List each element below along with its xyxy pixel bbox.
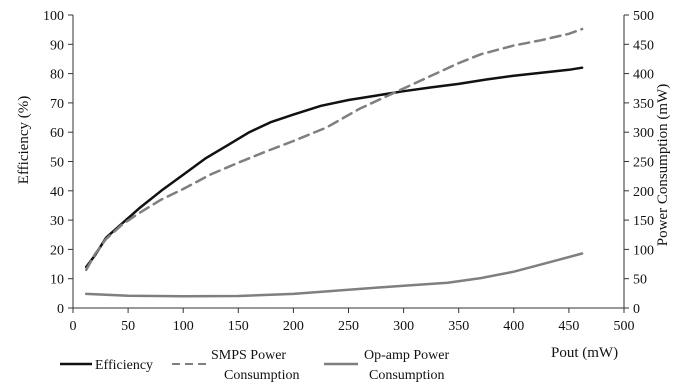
- y-left-tick-label: 20: [50, 243, 64, 258]
- series-smps-power: [84, 27, 584, 272]
- y-left-tick-label: 70: [50, 97, 64, 112]
- y-right-tick-label: 0: [633, 302, 640, 317]
- legend-label-smps-line-1: SMPS Power: [211, 348, 286, 363]
- x-tick-label: 200: [283, 319, 304, 334]
- y-left-tick-label: 60: [50, 126, 64, 141]
- y-right-tick-label: 500: [633, 9, 654, 24]
- y-right-tick-label: 200: [633, 185, 654, 200]
- tick-layer: 0 50 100 150 200 250 300 350 400 450 5000102030405…: [43, 9, 654, 334]
- y-right-tick-label: 100: [633, 243, 654, 258]
- legend-label-smps-line-2: Consumption: [224, 368, 299, 383]
- plot-area: 0 50 100 150 200 250 300 350 400 450 5000102030405…: [43, 9, 654, 334]
- series-opamp-power: [84, 252, 584, 298]
- y-left-tick-label: 100: [43, 9, 64, 24]
- x-tick-label: 150: [228, 319, 249, 334]
- x-tick-label: 300: [393, 319, 414, 334]
- y-left-tick-label: 30: [50, 214, 64, 229]
- y-right-tick-label: 300: [633, 126, 654, 141]
- y-left-tick-label: 10: [50, 273, 64, 288]
- y-right-tick-label: 400: [633, 68, 654, 83]
- y-right-tick-label: 450: [633, 38, 654, 53]
- y-right-tick-label: 50: [633, 273, 647, 288]
- series-efficiency: [84, 66, 584, 269]
- legend-label-efficiency: Efficiency: [95, 358, 153, 373]
- y-left-tick-label: 40: [50, 185, 64, 200]
- x-tick-label: 50: [121, 319, 135, 334]
- y-right-tick-label: 250: [633, 156, 654, 171]
- legend: Efficiency SMPS Power Consumption Op-amp…: [60, 348, 449, 383]
- x-tick-label: 500: [614, 319, 635, 334]
- x-tick-label: 100: [173, 319, 194, 334]
- series-layer: [84, 27, 584, 298]
- x-tick-label: 450: [558, 319, 579, 334]
- y-left-tick-label: 90: [50, 38, 64, 53]
- y-axis-title-left: Efficiency (%): [16, 96, 32, 184]
- y-right-tick-label: 350: [633, 97, 654, 112]
- legend-label-opamp-line-1: Op-amp Power: [364, 348, 449, 363]
- y-left-tick-label: 50: [50, 156, 64, 171]
- legend-label-opamp-line-2: Consumption: [369, 368, 444, 383]
- y-axis-title-right: Power Consumption (mW): [655, 84, 671, 247]
- y-left-tick-label: 0: [57, 302, 64, 317]
- x-tick-label: 0: [70, 319, 77, 334]
- x-tick-label: 400: [503, 319, 524, 334]
- x-tick-label: 250: [338, 319, 359, 334]
- x-tick-label: 350: [448, 319, 469, 334]
- y-left-tick-label: 80: [50, 68, 64, 83]
- y-right-tick-label: 150: [633, 214, 654, 229]
- x-axis-title: Pout (mW): [551, 345, 618, 361]
